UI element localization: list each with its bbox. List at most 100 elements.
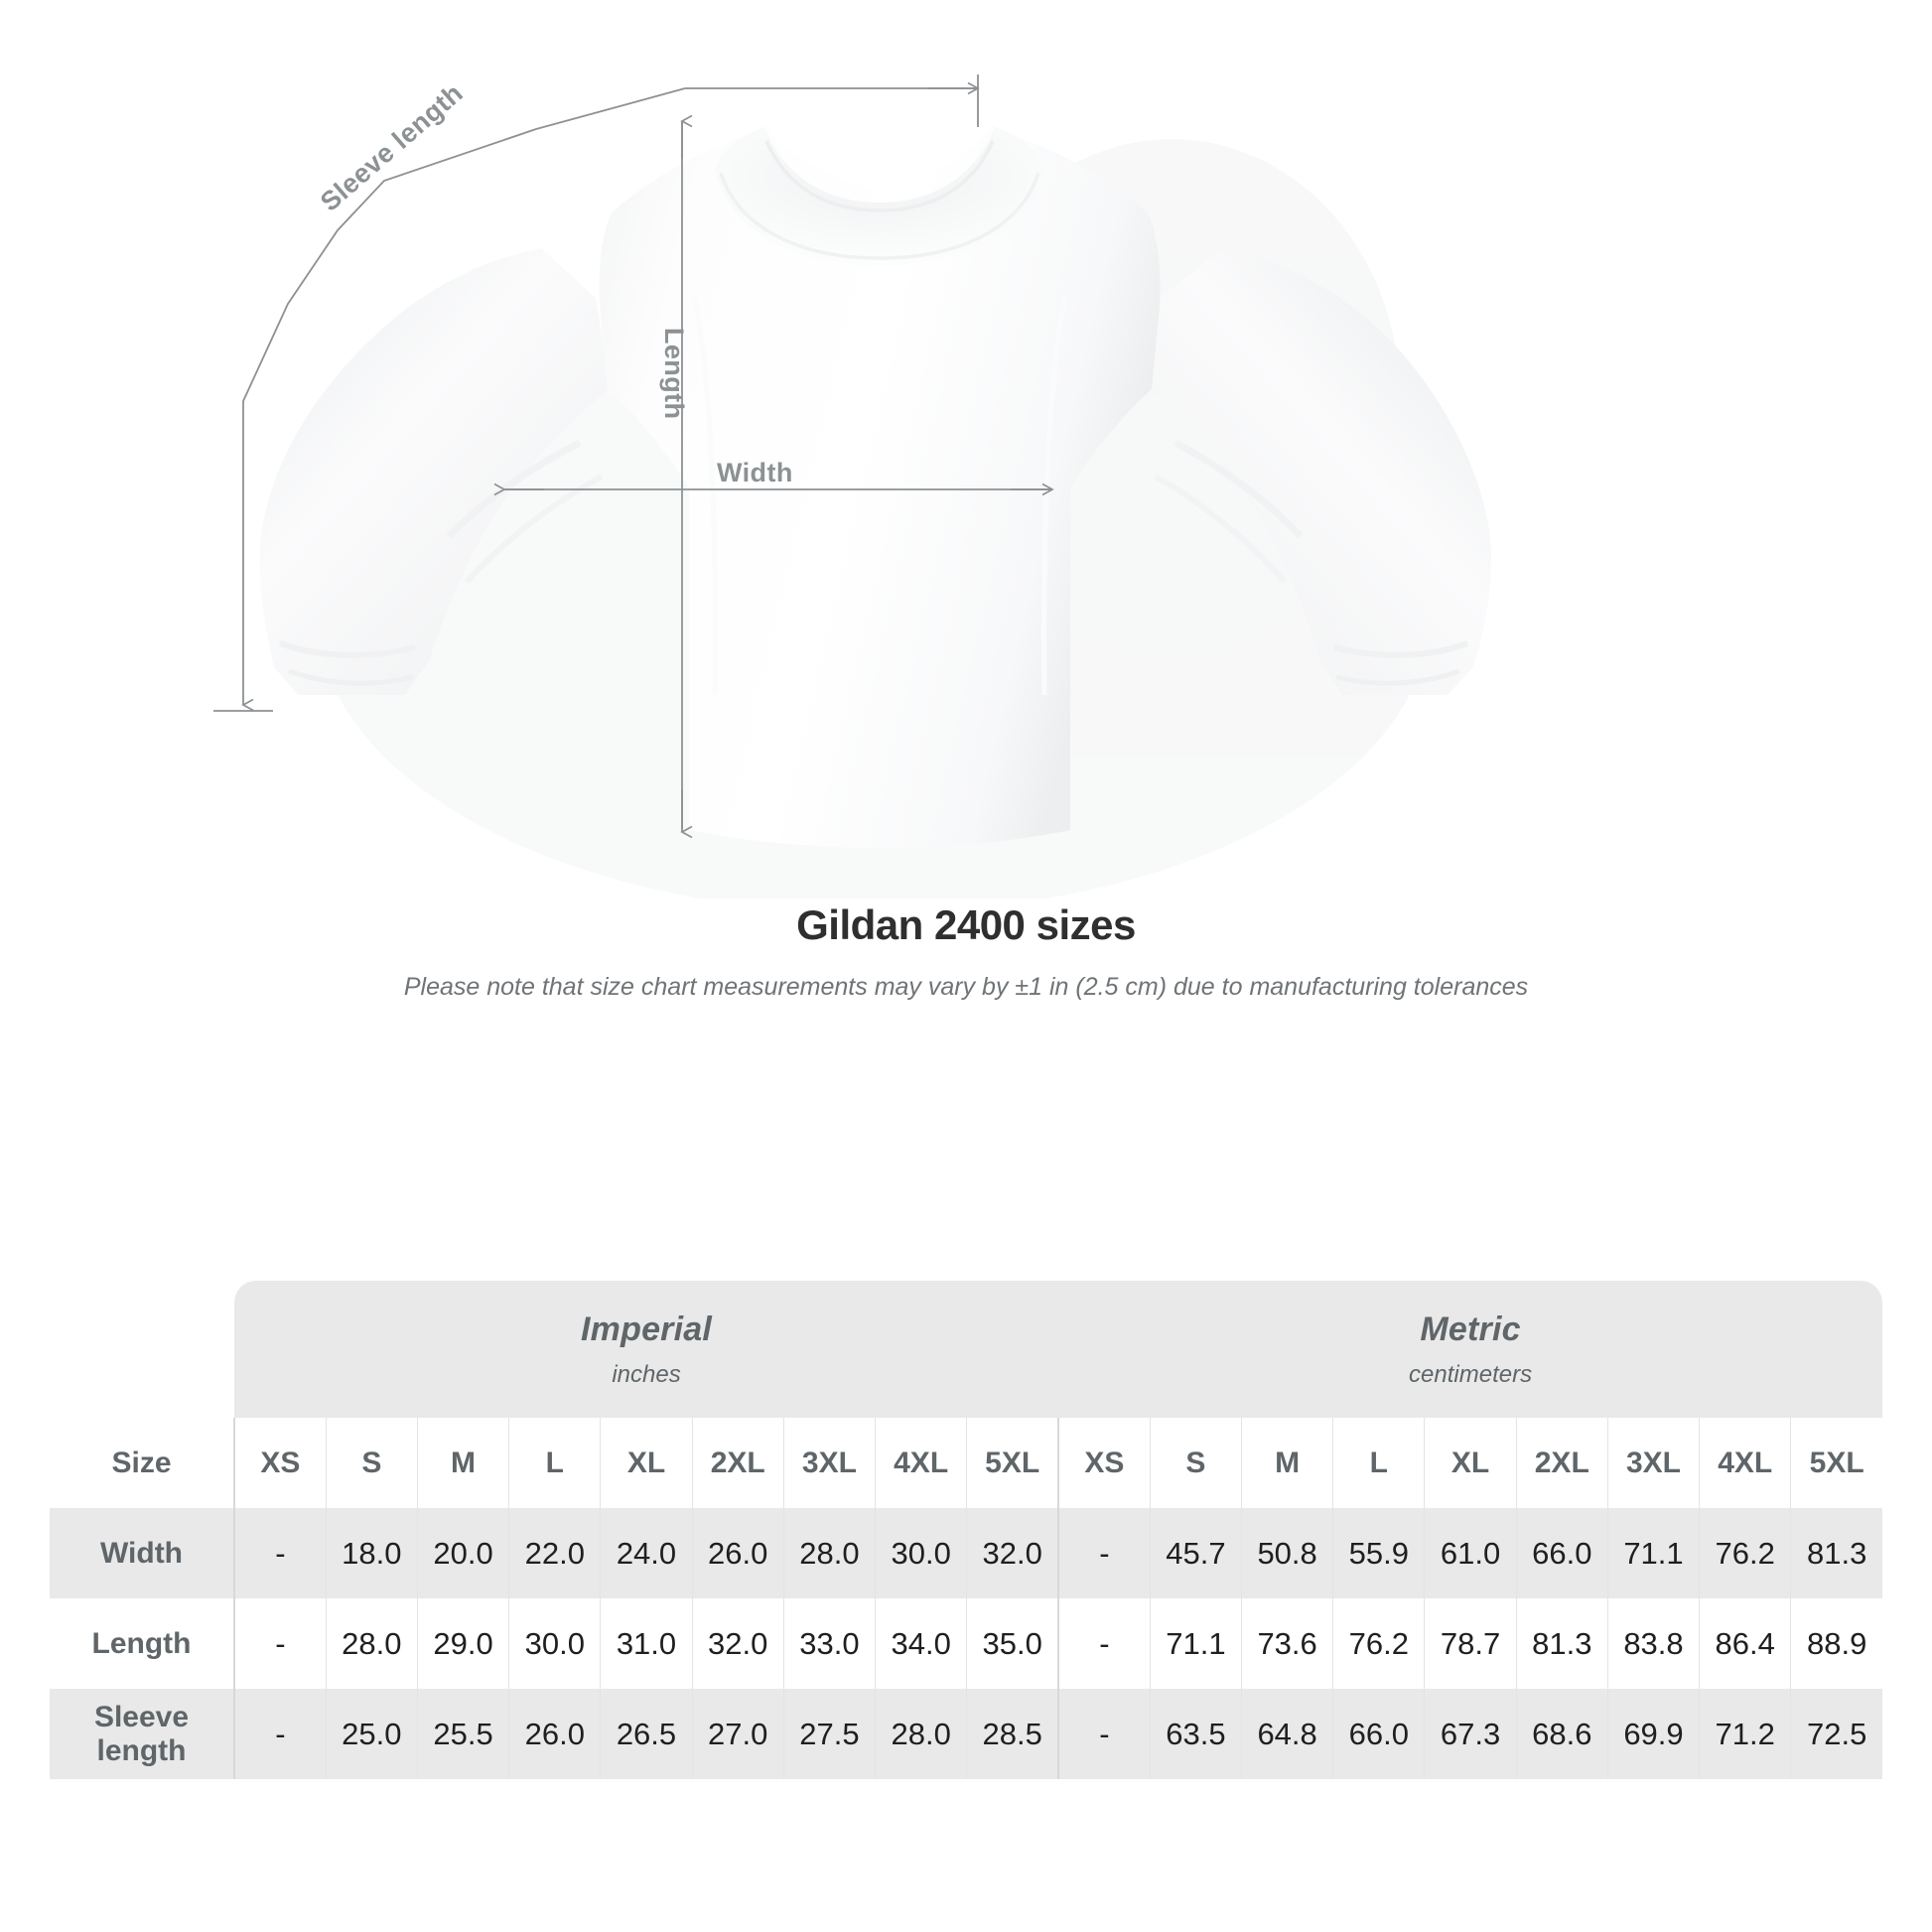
cell-metric-sleeve-length-xl: 67.3 (1424, 1689, 1517, 1779)
cell-imperial-sleeve-length-l: 26.0 (508, 1689, 601, 1779)
column-header-metric-2xl: 2XL (1515, 1418, 1608, 1508)
cell-imperial-length-l: 30.0 (508, 1598, 601, 1689)
cell-imperial-length-4xl: 34.0 (875, 1598, 967, 1689)
cell-imperial-sleeve-length-5xl: 28.5 (966, 1689, 1059, 1779)
cell-metric-width-3xl: 71.1 (1606, 1508, 1700, 1598)
column-header-metric-m: M (1240, 1418, 1333, 1508)
cell-metric-width-xs: - (1057, 1508, 1151, 1598)
column-header-metric-4xl: 4XL (1699, 1418, 1791, 1508)
cell-metric-length-3xl: 83.8 (1606, 1598, 1700, 1689)
cell-metric-width-5xl: 81.3 (1790, 1508, 1883, 1598)
cell-metric-length-xs: - (1057, 1598, 1151, 1689)
column-header-metric-3xl: 3XL (1606, 1418, 1700, 1508)
unit-band-blank (50, 1281, 234, 1418)
tshirt-diagram-svg (213, 74, 1491, 898)
cell-imperial-width-4xl: 30.0 (875, 1508, 967, 1598)
cell-imperial-sleeve-length-xs: - (232, 1689, 327, 1779)
cell-imperial-length-xl: 31.0 (600, 1598, 693, 1689)
unit-band-row: Imperial inches Metric centimeters (50, 1281, 1883, 1418)
column-header-imperial-5xl: 5XL (966, 1418, 1059, 1508)
column-header-metric-s: S (1149, 1418, 1242, 1508)
cell-metric-width-4xl: 76.2 (1699, 1508, 1791, 1598)
collar (715, 127, 1044, 266)
column-header-imperial-2xl: 2XL (691, 1418, 784, 1508)
unit-group-subtitle: inches (612, 1360, 681, 1388)
cell-imperial-length-s: 28.0 (325, 1598, 418, 1689)
column-header-imperial-3xl: 3XL (782, 1418, 876, 1508)
cell-metric-width-xl: 61.0 (1424, 1508, 1517, 1598)
chart-heading: Gildan 2400 sizes Please note that size … (0, 901, 1932, 1002)
cell-imperial-length-3xl: 33.0 (782, 1598, 876, 1689)
right-sleeve (1146, 248, 1491, 695)
cell-imperial-width-s: 18.0 (325, 1508, 418, 1598)
column-header-metric-xs: XS (1057, 1418, 1151, 1508)
cell-imperial-length-xs: - (232, 1598, 327, 1689)
unit-group-imperial: Imperial inches (234, 1281, 1059, 1418)
unit-group-metric: Metric centimeters (1058, 1281, 1883, 1418)
unit-group-subtitle: centimeters (1409, 1360, 1533, 1388)
cell-imperial-width-2xl: 26.0 (691, 1508, 784, 1598)
cell-metric-length-s: 71.1 (1149, 1598, 1242, 1689)
size-chart-table: Imperial inches Metric centimeters Size XS S M L… (50, 1281, 1883, 1779)
column-header-metric-l: L (1332, 1418, 1425, 1508)
garment-illustration: Sleeve length Length Width (0, 0, 1932, 898)
cell-metric-sleeve-length-4xl: 71.2 (1699, 1689, 1791, 1779)
column-header-imperial-xl: XL (600, 1418, 693, 1508)
table-row: Sleeve length -25.0 25.5 26.0 26.5 27.0 27.5 28… (50, 1689, 1883, 1779)
cell-metric-length-xl: 78.7 (1424, 1598, 1517, 1689)
cell-imperial-width-5xl: 32.0 (966, 1508, 1059, 1598)
tolerance-note: Please note that size chart measurements… (403, 973, 1529, 1001)
column-header-metric-xl: XL (1424, 1418, 1517, 1508)
cell-metric-width-s: 45.7 (1149, 1508, 1242, 1598)
cell-imperial-width-m: 20.0 (416, 1508, 509, 1598)
unit-group-name: Imperial (581, 1310, 713, 1348)
cell-metric-width-m: 50.8 (1240, 1508, 1333, 1598)
column-header-imperial-l: L (508, 1418, 601, 1508)
cell-imperial-sleeve-length-m: 25.5 (416, 1689, 509, 1779)
column-header-imperial-xs: XS (232, 1418, 327, 1508)
cell-metric-sleeve-length-l: 66.0 (1332, 1689, 1425, 1779)
row-label-width: Width (50, 1508, 234, 1598)
column-header-imperial-4xl: 4XL (875, 1418, 967, 1508)
cell-metric-length-l: 76.2 (1332, 1598, 1425, 1689)
cell-imperial-width-xl: 24.0 (600, 1508, 693, 1598)
table-row: Width -18.0 20.0 22.0 24.0 26.0 28.0 30.0 32.0-4… (50, 1508, 1883, 1598)
size-chart-table-wrapper: Imperial inches Metric centimeters Size XS S M L… (50, 1281, 1883, 1779)
cell-imperial-sleeve-length-xl: 26.5 (600, 1689, 693, 1779)
size-header-row: Size XS S M L XL 2XL 3XL 4XL 5XL XS S M L XL 2XL 3XL 4XL 5… (50, 1418, 1883, 1508)
column-header-metric-5xl: 5XL (1790, 1418, 1883, 1508)
column-header-imperial-s: S (325, 1418, 418, 1508)
cell-metric-width-l: 55.9 (1332, 1508, 1425, 1598)
cell-imperial-sleeve-length-2xl: 27.0 (691, 1689, 784, 1779)
cell-imperial-width-3xl: 28.0 (782, 1508, 876, 1598)
cell-metric-sleeve-length-xs: - (1057, 1689, 1151, 1779)
cell-metric-sleeve-length-s: 63.5 (1149, 1689, 1242, 1779)
cell-imperial-length-5xl: 35.0 (966, 1598, 1059, 1689)
row-label-length: Length (50, 1598, 234, 1689)
column-header-size: Size (50, 1418, 234, 1508)
left-sleeve (260, 248, 611, 695)
cell-metric-width-2xl: 66.0 (1515, 1508, 1608, 1598)
cell-imperial-sleeve-length-s: 25.0 (325, 1689, 418, 1779)
length-annotation-label: Length (659, 328, 689, 420)
cell-metric-sleeve-length-2xl: 68.6 (1515, 1689, 1608, 1779)
cell-imperial-length-m: 29.0 (416, 1598, 509, 1689)
cell-imperial-sleeve-length-3xl: 27.5 (782, 1689, 876, 1779)
cell-metric-length-5xl: 88.9 (1790, 1598, 1883, 1689)
column-header-imperial-m: M (416, 1418, 509, 1508)
cell-metric-length-2xl: 81.3 (1515, 1598, 1608, 1689)
unit-group-name: Metric (1420, 1310, 1521, 1348)
table-row: Length -28.0 29.0 30.0 31.0 32.0 33.0 34.0 35.0-… (50, 1598, 1883, 1689)
row-label-sleeve-length: Sleeve length (50, 1689, 234, 1779)
cell-metric-sleeve-length-m: 64.8 (1240, 1689, 1333, 1779)
page-title: Gildan 2400 sizes (796, 901, 1136, 948)
cell-imperial-length-2xl: 32.0 (691, 1598, 784, 1689)
cell-imperial-width-l: 22.0 (508, 1508, 601, 1598)
cell-metric-sleeve-length-3xl: 69.9 (1606, 1689, 1700, 1779)
cell-imperial-width-xs: - (232, 1508, 327, 1598)
cell-imperial-sleeve-length-4xl: 28.0 (875, 1689, 967, 1779)
width-annotation-label: Width (717, 458, 793, 487)
cell-metric-length-4xl: 86.4 (1699, 1598, 1791, 1689)
cell-metric-length-m: 73.6 (1240, 1598, 1333, 1689)
sleeve-length-measure-line (213, 74, 980, 712)
